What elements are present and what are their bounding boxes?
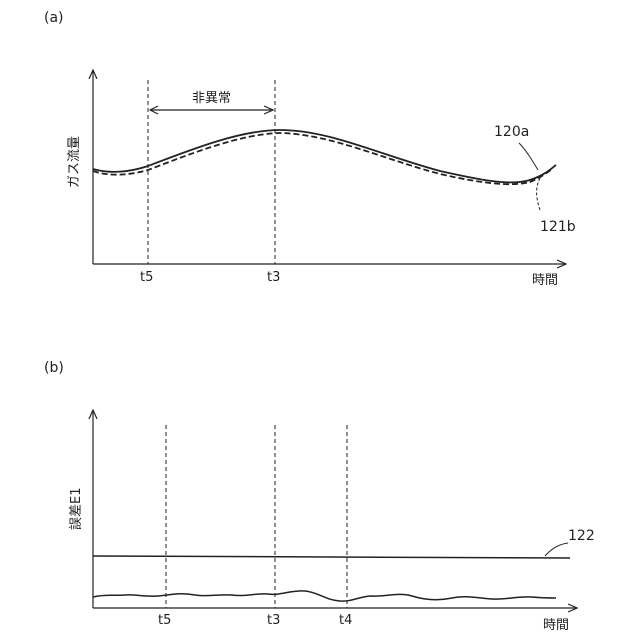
tick-t5-a: t5 xyxy=(140,270,153,285)
panel-a-label: (a) xyxy=(44,10,64,26)
label-121b: 121b xyxy=(540,219,576,235)
leader-121b xyxy=(537,178,540,210)
gas-flow-curve-120a xyxy=(93,130,556,182)
y-axis-label-b: 誤差E1 xyxy=(68,488,84,531)
tick-t3-b: t3 xyxy=(267,613,280,628)
panel-b: (b) 誤差E1 時間 t5 t3 t4 122 xyxy=(44,360,595,633)
panel-b-label: (b) xyxy=(44,360,64,376)
label-120a: 120a xyxy=(494,124,529,140)
abnormal-span-label: 非異常 xyxy=(192,91,231,106)
label-122: 122 xyxy=(568,528,595,544)
tick-t3-a: t3 xyxy=(267,270,280,285)
x-axis-label-b: 時間 xyxy=(543,618,569,633)
leader-122 xyxy=(545,543,568,556)
gas-flow-curve-121b xyxy=(93,133,552,184)
x-axis-label-a: 時間 xyxy=(532,273,558,288)
tick-t4-b: t4 xyxy=(339,613,352,628)
leader-120a xyxy=(519,143,538,170)
threshold-line-122 xyxy=(93,556,570,558)
tick-t5-b: t5 xyxy=(158,613,171,628)
panel-a: (a) ガス流量 時間 t5 t3 非異常 120a 121b xyxy=(44,10,576,288)
y-axis-label-a: ガス流量 xyxy=(67,136,82,188)
error-e1-curve xyxy=(93,591,556,601)
